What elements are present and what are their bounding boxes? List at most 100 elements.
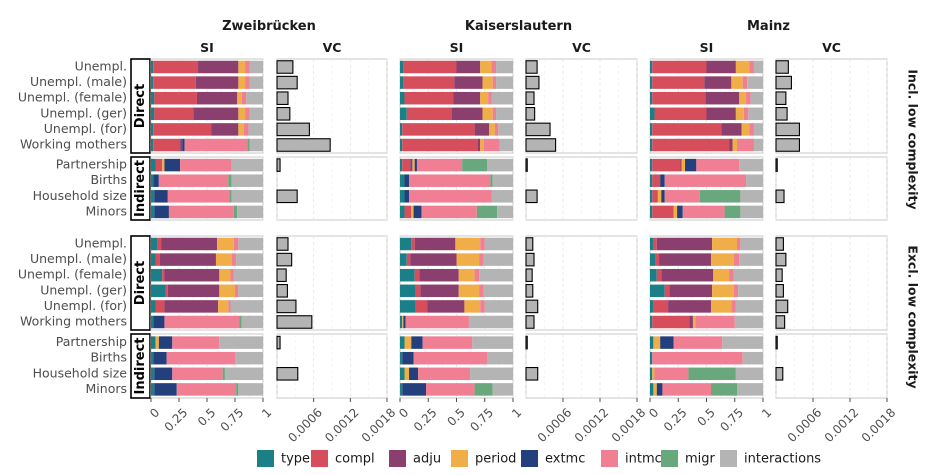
group-label-1-1: Indirect <box>133 337 148 394</box>
group-strip-1-1 <box>130 333 151 399</box>
si-tick-label: 0.5 <box>694 405 717 428</box>
si-bar-migr <box>229 190 232 203</box>
si-bar-intmc <box>662 383 712 396</box>
si-bar-interactions <box>734 315 763 329</box>
si-bar-type <box>400 76 404 89</box>
vc-bar <box>775 107 788 121</box>
si-bar-type <box>151 76 154 89</box>
si-bar-interactions <box>735 367 763 381</box>
si-bar-compl <box>652 123 722 136</box>
legend-label-type: type <box>281 452 310 467</box>
si-bar-compl <box>403 76 455 89</box>
category-label-unempl-for-1: Unempl. (for) <box>44 298 127 313</box>
si-bar-type <box>650 300 654 313</box>
si-bar-extmc <box>409 367 419 381</box>
subpanel-title-kaiserslautern-vc: VC <box>572 40 591 55</box>
si-bar-extmc <box>154 205 169 219</box>
si-bar-intmc <box>488 91 492 105</box>
si-bar-type <box>151 383 155 396</box>
si-bar-compl <box>153 138 181 152</box>
si-bar-adju <box>456 60 481 74</box>
si-bar-adju <box>729 138 733 152</box>
si-bar-intmc <box>696 158 740 172</box>
si-bar-interactions <box>491 91 513 105</box>
si-bar-adju <box>721 123 742 136</box>
si-bar-intmc <box>664 174 747 187</box>
si-bar-period <box>713 268 730 282</box>
si-bar-interactions <box>753 138 763 152</box>
si-bar-compl <box>153 76 196 89</box>
si-bar-migr <box>236 383 239 396</box>
vc-bar <box>276 122 310 137</box>
legend-swatch-extmc <box>521 450 538 467</box>
si-bar-interactions <box>496 76 513 89</box>
si-bar-type <box>400 367 405 381</box>
si-bar-type <box>400 174 405 187</box>
si-bar-extmc <box>154 190 168 203</box>
vc-tick-label: 0.0012 <box>822 405 862 445</box>
si-bar-intmc <box>682 205 725 219</box>
si-bar-compl <box>402 138 478 152</box>
si-bar-compl <box>406 107 452 121</box>
category-label-unempl-ger-0: Unempl. (ger) <box>40 105 127 120</box>
si-bar-compl <box>652 190 658 203</box>
si-bar-compl <box>655 253 660 266</box>
si-bar-intmc <box>184 138 248 152</box>
subpanel-title-kaiserslautern-si: SI <box>450 40 464 55</box>
si-bar-type <box>650 205 653 219</box>
si-bar-period <box>215 253 232 266</box>
vc-bar <box>276 75 298 90</box>
si-bar-migr <box>724 205 741 219</box>
si-bar-extmc <box>677 205 683 219</box>
vc-bar <box>525 299 539 314</box>
si-bar-adju <box>419 268 459 282</box>
si-bar-type <box>151 138 154 152</box>
si-bar-interactions <box>238 383 263 396</box>
si-bar-intmc <box>422 336 473 349</box>
vc-bar <box>276 252 293 267</box>
city-title-mainz: Mainz <box>747 19 790 34</box>
si-bar-interactions <box>484 300 513 313</box>
si-bar-interactions <box>235 351 263 365</box>
legend-swatch-adju <box>389 450 406 467</box>
si-bar-extmc <box>164 158 181 172</box>
si-bar-interactions <box>742 351 763 365</box>
si-bar-type <box>400 190 405 203</box>
si-bar-intmc <box>474 268 480 282</box>
category-label-unempl-for-0: Unempl. (for) <box>44 121 127 136</box>
si-bar-adju <box>196 91 238 105</box>
si-bar-intmc <box>743 107 749 121</box>
legend-swatch-type <box>257 450 274 467</box>
si-bar-interactions <box>468 315 513 329</box>
si-bar-extmc <box>411 336 423 349</box>
si-bar-compl <box>414 268 420 282</box>
vc-bar <box>276 158 281 172</box>
si-bar-interactions <box>238 284 263 298</box>
si-bar-adju <box>167 284 220 298</box>
si-bar-interactions <box>735 300 763 313</box>
vc-bar <box>775 138 800 152</box>
si-bar-intmc <box>168 205 234 219</box>
si-bar-period <box>404 367 410 381</box>
si-bar-compl <box>153 123 212 136</box>
si-bar-compl <box>162 268 165 282</box>
si-bar-intmc <box>405 315 469 329</box>
si-bar-interactions <box>491 190 513 203</box>
subpanel-title-zweibrucken-si: SI <box>200 40 214 55</box>
si-tick-label: 0 <box>396 405 411 420</box>
vc-bar <box>276 283 288 298</box>
si-bar-period <box>692 315 696 329</box>
si-bar-extmc <box>404 174 410 187</box>
si-bar-period <box>482 107 493 121</box>
si-bar-extmc <box>153 174 159 187</box>
si-bar-intmc <box>729 268 734 282</box>
si-bar-intmc <box>231 253 237 266</box>
si-bar-type <box>650 268 657 282</box>
si-bar-period <box>732 138 738 152</box>
si-bar-compl <box>652 91 706 105</box>
si-bar-type <box>650 237 654 251</box>
category-label-unempl-ger-1: Unempl. (ger) <box>40 282 127 297</box>
si-bar-adju <box>180 138 183 152</box>
legend-label-period: period <box>475 452 516 467</box>
vc-tick-label: 0.0006 <box>535 405 575 445</box>
